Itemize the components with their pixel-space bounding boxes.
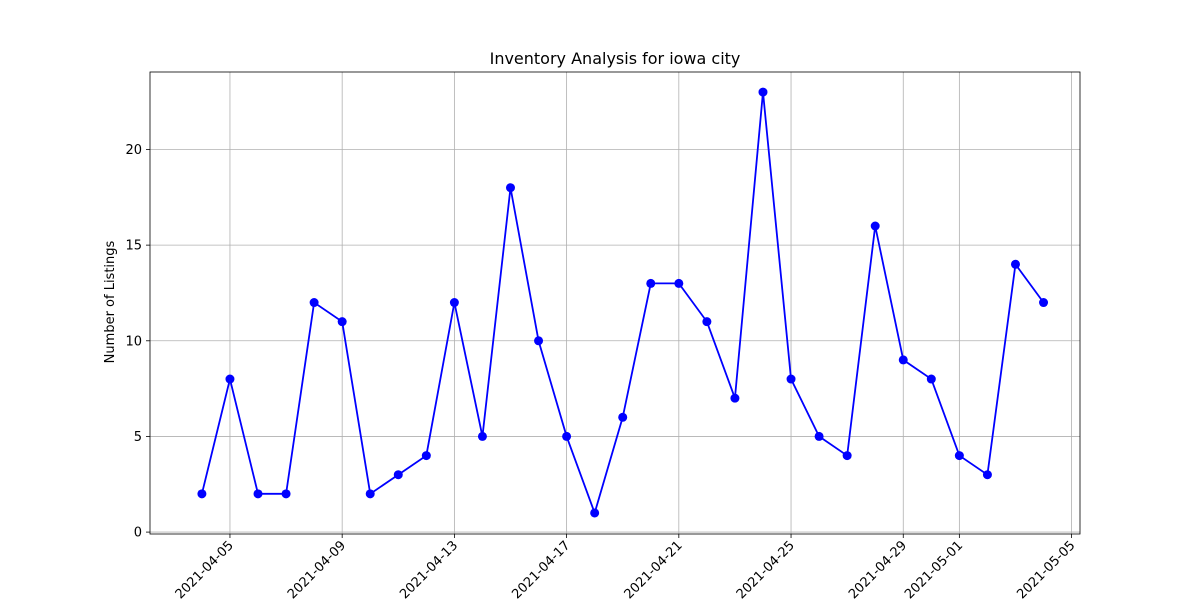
data-point [253,489,263,499]
data-point [702,317,712,327]
data-point [365,489,375,499]
data-point [225,374,235,384]
y-tick-label: 20 [125,143,142,158]
data-point [758,87,768,97]
data-point [814,431,824,441]
y-tick-label: 10 [125,334,142,349]
data-point [281,489,291,499]
data-point [870,221,880,231]
y-tick-label: 5 [134,430,142,445]
data-point [477,431,487,441]
data-point [590,508,600,518]
data-point [449,298,459,308]
data-point [337,317,347,327]
data-point [646,278,656,288]
data-point [954,451,964,461]
data-point [842,451,852,461]
data-point [562,431,572,441]
data-point [674,278,684,288]
data-point [618,412,628,422]
data-point [982,470,992,480]
data-point [926,374,936,384]
series [197,87,1049,518]
data-point [730,393,740,403]
data-point [1039,298,1049,308]
y-tick-label: 0 [134,526,142,541]
data-point [898,355,908,365]
data-point [393,470,403,480]
data-point [786,374,796,384]
data-point [505,183,515,193]
data-point [421,451,431,461]
chart-title: Inventory Analysis for iowa city [490,49,741,68]
data-point [1010,259,1020,269]
data-point [309,298,319,308]
grid [150,72,1080,534]
data-point [534,336,544,346]
y-tick-label: 15 [125,239,142,254]
y-axis-label: Number of Listings [103,240,118,363]
data-point [197,489,207,499]
plot-frame [149,71,1081,535]
